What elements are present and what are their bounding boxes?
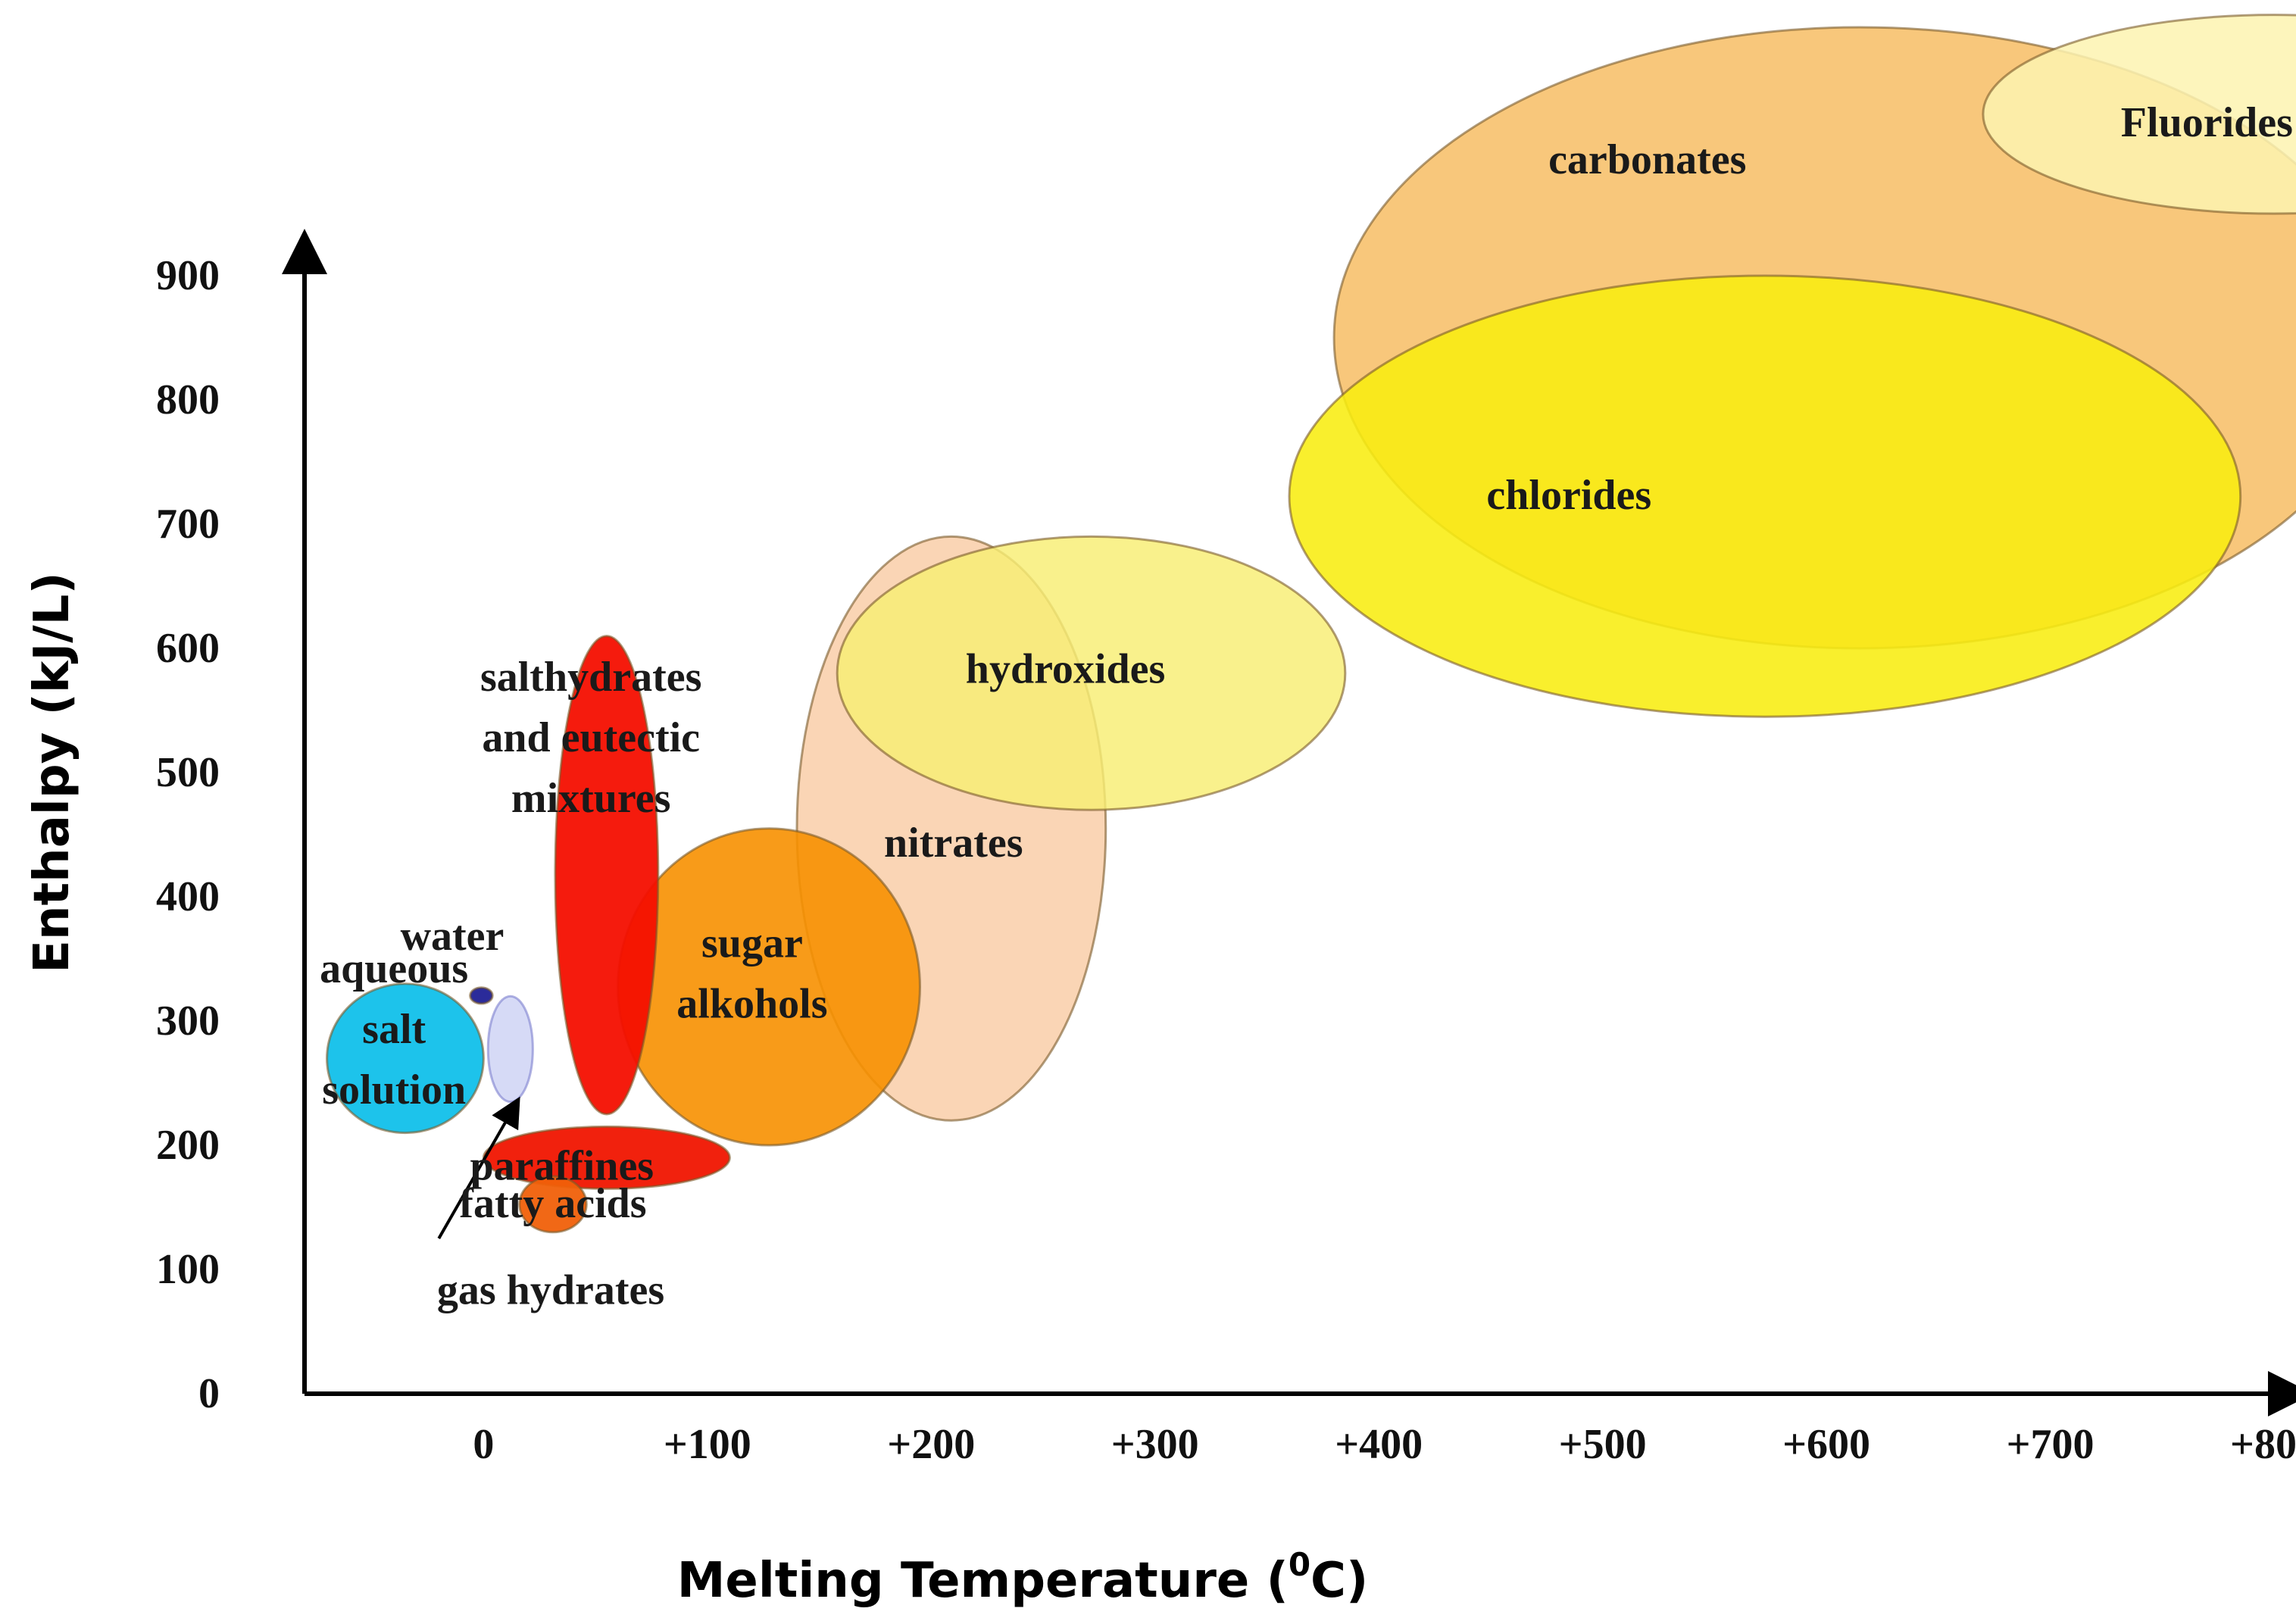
y-axis-title: Enthalpy (kJ/L) <box>24 572 80 973</box>
axes <box>282 229 2296 1416</box>
region-salthydrates-and-eutectic-mixtures <box>554 635 660 1116</box>
tick-labels: 0 +100 +200 +300 +400 +500 +600 +700 +800 0 100 200… <box>156 252 2296 1468</box>
x-tick-label: 0 <box>473 1421 494 1468</box>
label-sugar-alcohols: sugar <box>701 920 803 967</box>
x-tick-label: +800 <box>2230 1421 2296 1468</box>
region-aqueous-salt-solution <box>326 982 485 1135</box>
region-fatty-acids <box>518 1175 588 1234</box>
y-tick-label: 800 <box>156 376 220 423</box>
label-chlorides: chlorides <box>1486 472 1651 519</box>
x-tick-label: +400 <box>1335 1421 1423 1468</box>
y-tick-label: 900 <box>156 252 220 299</box>
region-chlorides <box>1288 274 2242 718</box>
regions-layer <box>326 14 2296 1234</box>
x-tick-label: +300 <box>1111 1421 1199 1468</box>
label-aqueous-salt-solution: aqueous <box>320 945 468 992</box>
label-sugar-alcohols-2: alkohols <box>676 980 827 1027</box>
label-salthydrates-and-eutectic-mixtures-2: and eutectic <box>482 714 700 761</box>
label-gas-hydrates: gas hydrates <box>437 1267 664 1314</box>
label-salthydrates-and-eutectic-mixtures-3: mixtures <box>511 775 671 822</box>
x-axis-title: Melting Temperature (0C) <box>677 1546 1369 1609</box>
label-hydroxides: hydroxides <box>966 646 1165 693</box>
y-tick-label: 200 <box>156 1122 220 1169</box>
y-tick-label: 400 <box>156 873 220 920</box>
label-carbonates: carbonates <box>1548 136 1746 183</box>
y-tick-label: 300 <box>156 998 220 1045</box>
label-nitrates: nitrates <box>884 820 1023 867</box>
y-tick-label: 600 <box>156 625 220 672</box>
y-tick-label: 100 <box>156 1246 220 1293</box>
x-tick-label: +500 <box>1559 1421 1647 1468</box>
label-aqueous-salt-solution-3: solution <box>322 1067 466 1113</box>
axis-titles: Melting Temperature (0C) Enthalpy (kJ/L) <box>24 572 1368 1609</box>
y-tick-label: 700 <box>156 501 220 548</box>
y-tick-label: 500 <box>156 749 220 796</box>
label-fatty-acids: fatty acids <box>459 1180 646 1227</box>
gas-hydrates-arrow <box>437 1096 520 1239</box>
region-water <box>469 986 494 1005</box>
region-gas-hydrates <box>486 995 534 1104</box>
region-hydroxides <box>836 535 1347 811</box>
y-tick-label: 0 <box>198 1370 220 1417</box>
region-fluorides <box>1982 14 2296 215</box>
x-tick-label: +600 <box>1782 1421 1870 1468</box>
labels-layer: carbonates Fluorides chlorides nitrates hydr… <box>320 99 2293 1314</box>
x-tick-label: +700 <box>2007 1421 2095 1468</box>
label-fluorides: Fluorides <box>2121 99 2293 146</box>
label-paraffines: paraffines <box>470 1143 654 1190</box>
x-tick-label: +200 <box>887 1421 975 1468</box>
label-salthydrates-and-eutectic-mixtures: salthydrates <box>480 654 701 701</box>
x-tick-label: +100 <box>664 1421 751 1468</box>
label-aqueous-salt-solution-2: salt <box>362 1006 426 1053</box>
label-water: water <box>401 913 504 960</box>
